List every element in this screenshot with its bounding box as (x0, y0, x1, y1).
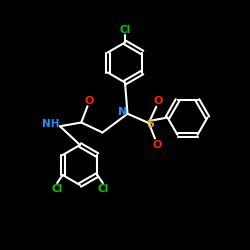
Text: S: S (146, 119, 154, 129)
Text: Cl: Cl (97, 184, 108, 194)
Text: NH: NH (42, 119, 60, 129)
Text: Cl: Cl (120, 25, 130, 35)
Text: O: O (85, 96, 94, 106)
Text: Cl: Cl (52, 184, 63, 194)
Text: O: O (152, 140, 162, 150)
Text: N: N (118, 107, 128, 117)
Text: O: O (154, 96, 163, 106)
